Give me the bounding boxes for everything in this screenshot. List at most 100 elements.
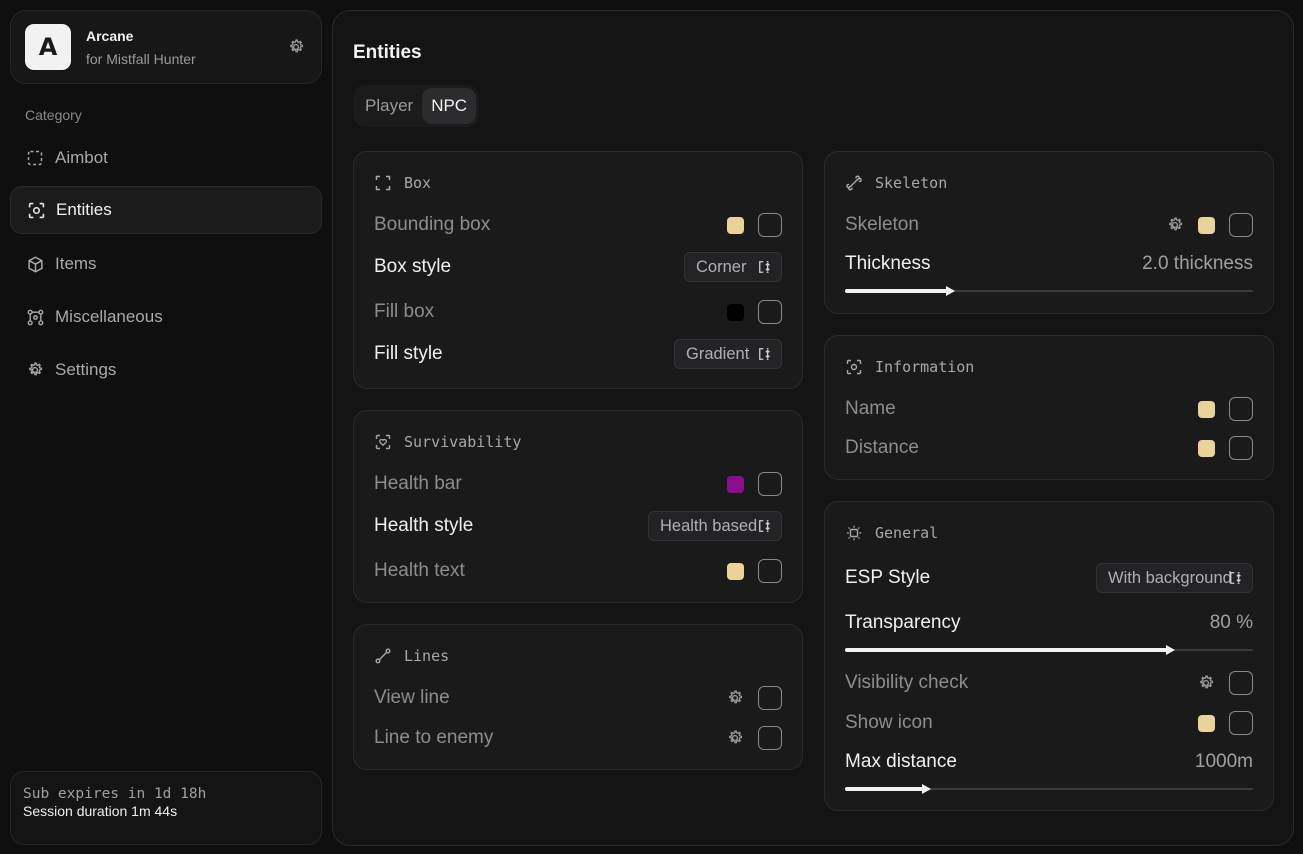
health-bar-color[interactable]	[727, 475, 744, 493]
logo-letter: A	[38, 33, 58, 61]
slider-track	[845, 290, 1253, 292]
view-line-row: View line	[374, 683, 782, 713]
gear-icon	[26, 361, 44, 379]
name-checkbox[interactable]	[1229, 397, 1253, 421]
target-square-icon	[845, 524, 863, 542]
skeleton-row: Skeleton	[845, 210, 1253, 240]
corners-icon	[374, 174, 392, 192]
card-header: General	[845, 524, 938, 542]
card-title: Lines	[404, 647, 450, 665]
show-icon-checkbox[interactable]	[1229, 711, 1253, 735]
chevron-updown-icon	[758, 519, 772, 533]
bounding-box-label: Bounding box	[374, 214, 491, 235]
line-to-enemy-row: Line to enemy	[374, 723, 782, 753]
sidebar-item-label: Settings	[55, 360, 117, 379]
fill-style-row: Fill style Gradient	[374, 339, 782, 369]
show-icon-label: Show icon	[845, 712, 933, 733]
gear-icon[interactable]	[1197, 674, 1215, 692]
transparency-slider[interactable]	[845, 644, 1253, 656]
survivability-card: Survivability Health bar Health style He…	[353, 410, 803, 603]
sidebar-item-entities[interactable]: Entities	[10, 186, 322, 234]
distance-color[interactable]	[1198, 439, 1215, 457]
distance-label: Distance	[845, 437, 919, 458]
fill-style-select[interactable]: Gradient	[674, 339, 782, 369]
health-style-value: Health based	[660, 516, 758, 535]
general-card: General ESP Style With background Transp…	[824, 501, 1274, 811]
gear-icon[interactable]	[287, 38, 305, 56]
chevron-updown-icon	[1229, 571, 1243, 585]
bounding-box-color[interactable]	[727, 216, 744, 234]
entity-tabs: Player NPC	[353, 85, 480, 127]
line-to-enemy-checkbox[interactable]	[758, 726, 782, 750]
app-logo: A	[25, 24, 71, 70]
max-distance-value: 1000m	[1194, 751, 1253, 772]
box-style-select[interactable]: Corner	[684, 252, 782, 282]
transparency-label: Transparency	[845, 612, 961, 633]
skeleton-color[interactable]	[1198, 216, 1215, 234]
sidebar-item-settings[interactable]: Settings	[10, 346, 322, 394]
transparency-row: Transparency 80 %	[845, 608, 1253, 638]
session-duration: Session duration 1m 44s	[23, 803, 178, 819]
chevron-updown-icon	[758, 347, 772, 361]
health-text-color[interactable]	[727, 562, 744, 580]
esp-style-value: With background	[1108, 568, 1232, 587]
distance-checkbox[interactable]	[1229, 436, 1253, 460]
distance-row: Distance	[845, 433, 1253, 463]
view-line-checkbox[interactable]	[758, 686, 782, 710]
skeleton-label: Skeleton	[845, 214, 919, 235]
crosshair-dashed-icon	[26, 149, 44, 167]
scan-face-icon	[27, 201, 45, 219]
health-style-row: Health style Health based	[374, 511, 782, 541]
subscription-expiry: Sub expires in 1d 18h	[23, 786, 207, 802]
thickness-row: Thickness 2.0 thickness	[845, 249, 1253, 279]
sidebar: A Arcane for Mistfall Hunter Category Ai…	[0, 0, 330, 854]
slider-handle[interactable]	[921, 784, 931, 794]
thickness-slider[interactable]	[845, 285, 1253, 297]
fill-style-label: Fill style	[374, 343, 443, 364]
bounding-box-checkbox[interactable]	[758, 213, 782, 237]
card-title: Information	[875, 358, 975, 376]
bounding-box-row: Bounding box	[374, 210, 782, 240]
information-card: Information Name Distance	[824, 335, 1274, 480]
card-title: General	[875, 524, 939, 542]
fill-box-color[interactable]	[727, 303, 744, 321]
line-to-enemy-label: Line to enemy	[374, 727, 494, 748]
name-label: Name	[845, 398, 896, 419]
sidebar-item-aimbot[interactable]: Aimbot	[10, 134, 322, 182]
visibility-check-row: Visibility check	[845, 668, 1253, 698]
main-panel: Entities Player NPC Box Bounding box Box…	[332, 10, 1294, 846]
sidebar-item-items[interactable]: Items	[10, 240, 322, 288]
health-text-label: Health text	[374, 560, 465, 581]
sidebar-item-miscellaneous[interactable]: Miscellaneous	[10, 293, 322, 341]
thickness-value: 2.0 thickness	[1142, 253, 1253, 274]
health-bar-checkbox[interactable]	[758, 472, 782, 496]
tab-npc[interactable]: NPC	[422, 88, 477, 124]
sidebar-item-label: Miscellaneous	[55, 307, 163, 326]
visibility-check-checkbox[interactable]	[1229, 671, 1253, 695]
skeleton-card: Skeleton Skeleton Thickness 2.0 thicknes…	[824, 151, 1274, 314]
slider-track	[845, 788, 1253, 790]
box-style-label: Box style	[374, 256, 452, 277]
slider-handle[interactable]	[1166, 645, 1176, 655]
show-icon-color[interactable]	[1198, 714, 1215, 732]
fill-style-value: Gradient	[686, 344, 750, 363]
slider-handle[interactable]	[946, 286, 956, 296]
esp-style-select[interactable]: With background	[1096, 563, 1253, 593]
gear-icon[interactable]	[726, 689, 744, 707]
health-bar-row: Health bar	[374, 469, 782, 499]
gear-icon[interactable]	[1166, 216, 1184, 234]
gear-icon[interactable]	[726, 729, 744, 747]
card-header: Box	[374, 174, 431, 192]
fill-box-checkbox[interactable]	[758, 300, 782, 324]
card-title: Box	[404, 174, 432, 192]
max-distance-slider[interactable]	[845, 783, 1253, 795]
card-title: Skeleton	[875, 174, 948, 192]
name-color[interactable]	[1198, 400, 1215, 418]
show-icon-row: Show icon	[845, 708, 1253, 738]
skeleton-checkbox[interactable]	[1229, 213, 1253, 237]
health-style-select[interactable]: Health based	[648, 511, 782, 541]
app-subtitle: for Mistfall Hunter	[86, 51, 196, 67]
transparency-value: 80 %	[1209, 612, 1253, 633]
tab-player[interactable]: Player	[365, 96, 414, 115]
health-text-checkbox[interactable]	[758, 559, 782, 583]
